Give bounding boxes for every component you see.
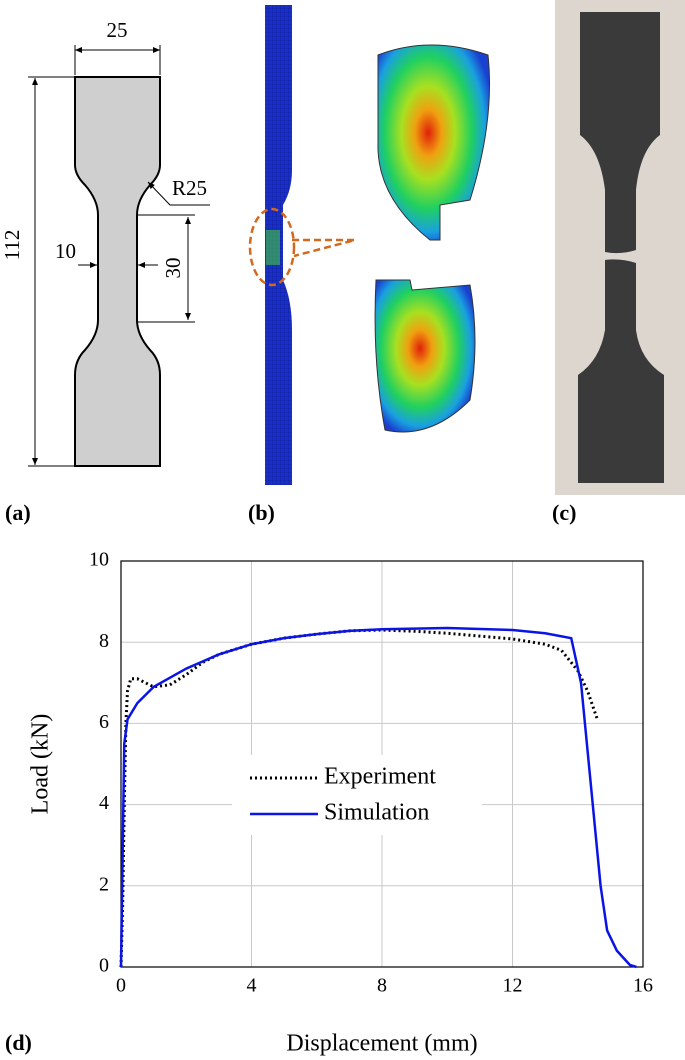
fe-model: [248, 5, 491, 485]
legend-box: [232, 755, 482, 835]
panel-label: (a): [5, 500, 31, 525]
x-tick-label: 16: [633, 975, 653, 997]
y-tick-label: 6: [99, 711, 109, 733]
y-tick-label: 8: [99, 630, 109, 652]
x-tick-label: 4: [247, 975, 257, 997]
dim-length: 112: [0, 230, 24, 261]
panel-label: (c): [552, 500, 576, 525]
dim-width: 25: [107, 18, 128, 42]
x-axis-title: Displacement (mm): [286, 1031, 477, 1057]
dim-gauge-length: 30: [161, 258, 185, 279]
legend-label: Simulation: [324, 800, 429, 826]
dim-gauge-width: 10: [55, 239, 76, 263]
specimen-photo: [555, 0, 685, 495]
y-axis-title: Load (kN): [28, 714, 54, 815]
y-tick-label: 10: [89, 549, 109, 571]
y-tick-label: 4: [99, 792, 109, 814]
y-tick-label: 2: [99, 873, 109, 895]
panel-label: (b): [248, 500, 275, 525]
data-line: [119, 626, 637, 969]
panel-label: (d): [5, 1030, 32, 1055]
dim-radius: R25: [172, 176, 207, 200]
legend-label: Experiment: [324, 764, 436, 790]
y-tick-label: 0: [99, 955, 109, 977]
specimen-drawing: [28, 45, 210, 467]
plot-frame: [120, 560, 644, 968]
x-tick-label: 0: [116, 975, 126, 997]
x-tick-label: 8: [377, 975, 387, 997]
x-tick-label: 12: [503, 975, 523, 997]
data-line: [119, 628, 599, 968]
